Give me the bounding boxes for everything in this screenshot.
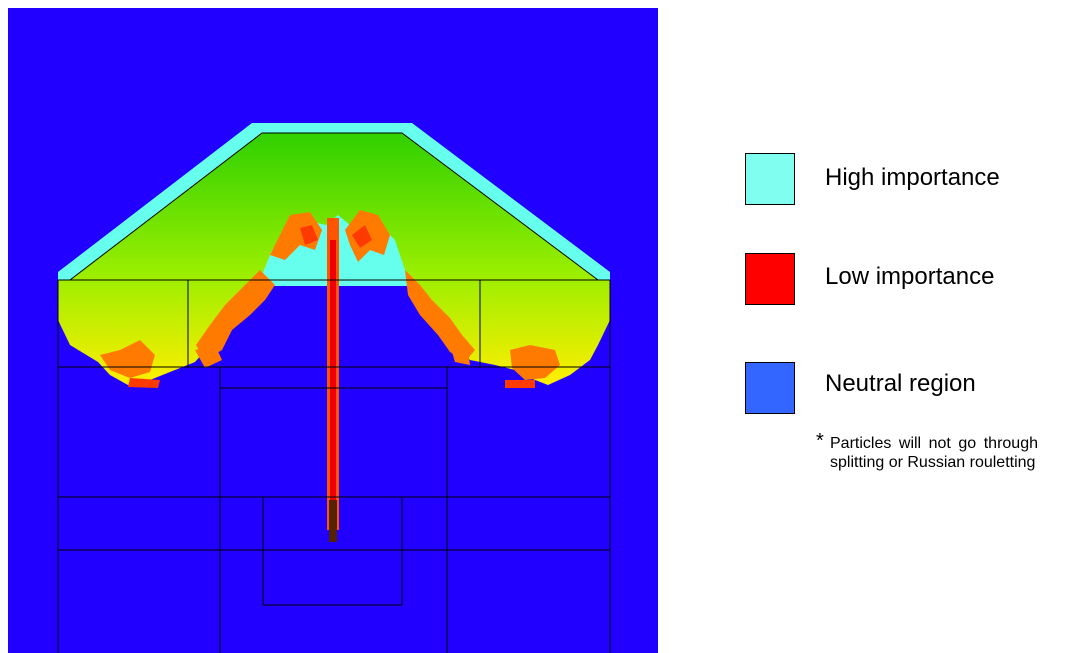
legend-swatch bbox=[745, 153, 795, 205]
note: Particles will not go through splitting … bbox=[830, 434, 1038, 472]
legend-swatch bbox=[745, 253, 795, 305]
legend-label: Neutral region bbox=[825, 370, 976, 398]
note-marker: * bbox=[816, 430, 824, 453]
legend-label: Low importance bbox=[825, 263, 994, 291]
importance-map bbox=[0, 0, 665, 653]
page: {"legend": {"items": [ {"label": "High i… bbox=[0, 0, 1071, 653]
stem-core bbox=[330, 240, 336, 528]
legend-label: High importance bbox=[825, 164, 1000, 192]
legend-swatch bbox=[745, 362, 795, 414]
stem-tip bbox=[329, 500, 337, 542]
